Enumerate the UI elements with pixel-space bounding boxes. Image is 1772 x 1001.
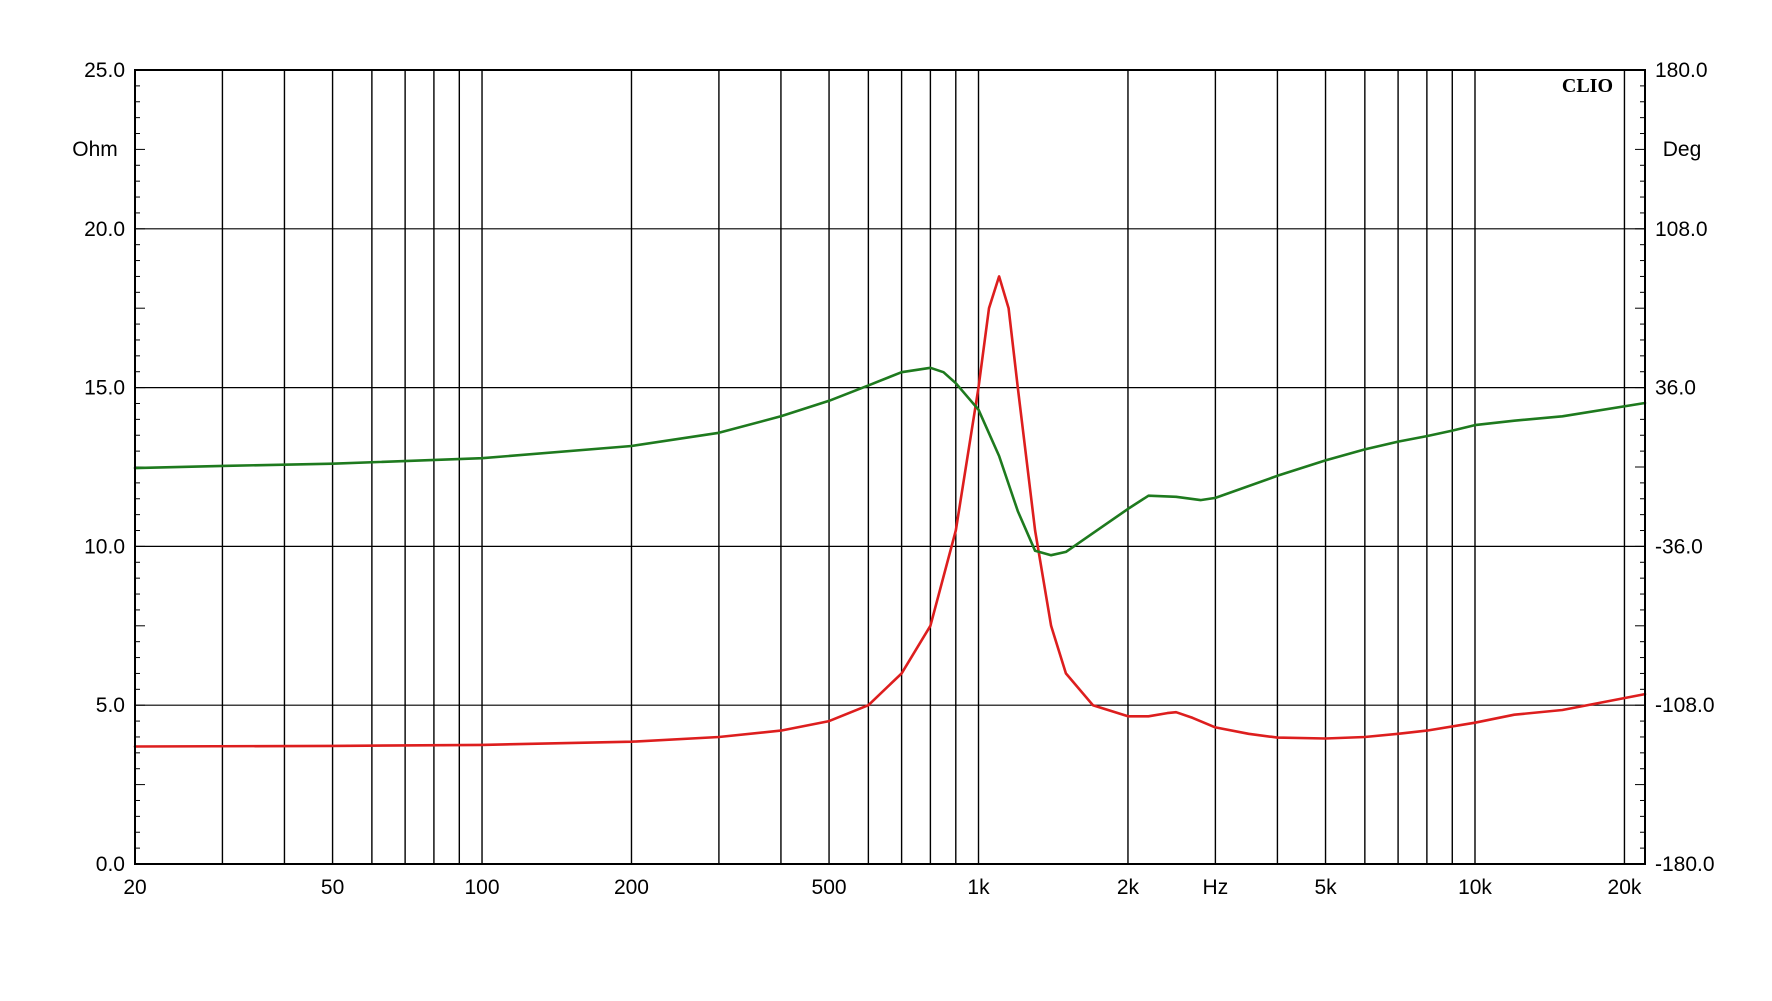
right-tick-label: 36.0 xyxy=(1655,377,1696,400)
right-tick-label: 180.0 xyxy=(1655,59,1708,82)
series-layer xyxy=(133,275,1647,748)
x-tick-label: 100 xyxy=(465,876,500,899)
left-tick-label: 0.0 xyxy=(96,853,125,876)
left-axis-unit: Ohm xyxy=(72,138,118,161)
right-axis-unit: Deg xyxy=(1663,138,1702,161)
x-tick-label: 2k xyxy=(1117,876,1140,899)
x-tick-label: 20 xyxy=(123,876,146,899)
x-tick-label: 500 xyxy=(812,876,847,899)
phase-curve xyxy=(133,366,1647,557)
left-tick-label: 20.0 xyxy=(84,218,125,241)
x-tick-label: 20k xyxy=(1608,876,1642,899)
right-tick-label: -180.0 xyxy=(1655,853,1715,876)
x-tick-label: Hz xyxy=(1203,876,1229,899)
x-tick-label: 50 xyxy=(321,876,344,899)
clio-brand-label: CLIO xyxy=(1562,75,1613,97)
left-tick-label: 25.0 xyxy=(84,59,125,82)
right-tick-label: 108.0 xyxy=(1655,218,1708,241)
left-tick-label: 15.0 xyxy=(84,377,125,400)
right-tick-label: -108.0 xyxy=(1655,694,1715,717)
x-tick-label: 200 xyxy=(614,876,649,899)
x-tick-label: 1k xyxy=(967,876,990,899)
x-tick-label: 10k xyxy=(1458,876,1492,899)
left-tick-label: 5.0 xyxy=(96,694,125,717)
right-tick-label: -36.0 xyxy=(1655,535,1703,558)
axis-labels: 20 50 100 200 500 1k 2k Hz 5k 10k 20k 0.0 5.0 10.0 15.… xyxy=(84,59,1714,899)
grid xyxy=(135,70,1645,864)
impedance-curve xyxy=(133,275,1647,748)
plot-frame xyxy=(134,69,1646,865)
x-tick-label: 5k xyxy=(1314,876,1337,899)
left-tick-label: 10.0 xyxy=(84,535,125,558)
